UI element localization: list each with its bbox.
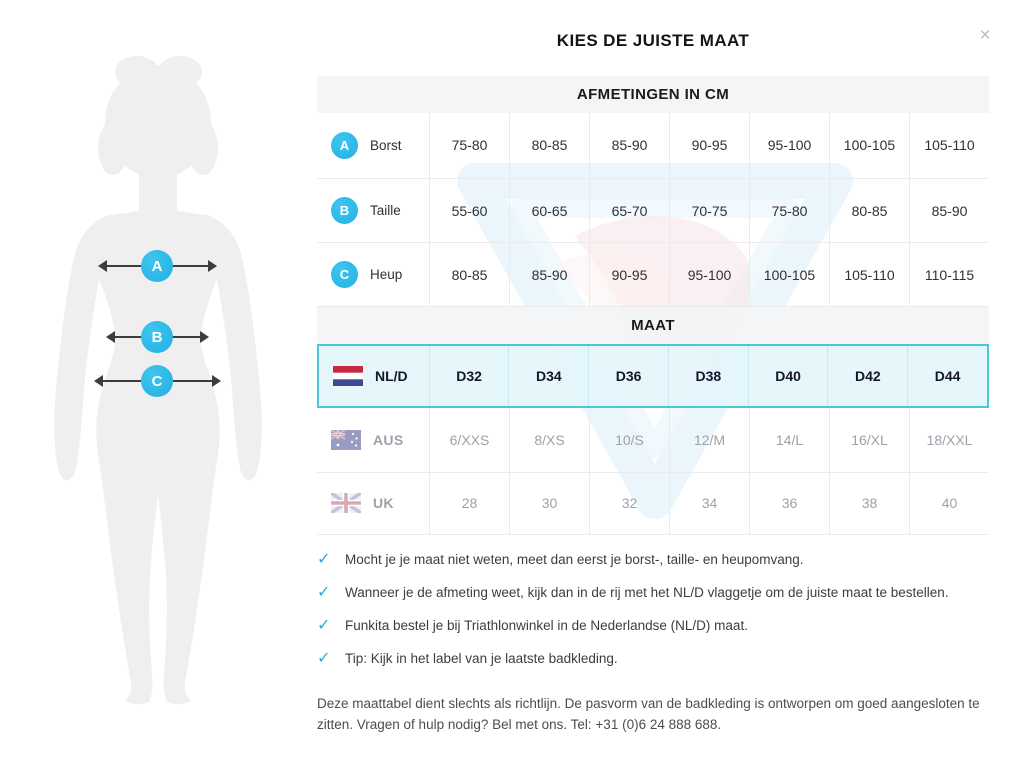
cell: 16/XL: [829, 408, 909, 472]
cell: 70-75: [669, 178, 749, 243]
cell: 18/XXL: [909, 408, 989, 472]
cell: 10/S: [589, 408, 669, 472]
table-row-aus: AUS 6/XXS 8/XS 10/S 12/M 14/L 16/XL 18/X…: [317, 408, 989, 472]
cell: D32: [428, 346, 509, 406]
cell: D40: [747, 346, 828, 406]
cell: 105-110: [829, 243, 909, 307]
row-label: UK: [373, 495, 394, 512]
note-text: Tip: Kijk in het label van je laatste ba…: [345, 650, 618, 666]
table-row-borst: A Borst 75-80 80-85 85-90 90-95 95-100 1…: [317, 113, 989, 178]
size-header: MAAT: [317, 307, 989, 344]
marker-c-badge: C: [141, 365, 173, 397]
check-icon: ✓: [317, 584, 331, 601]
marker-a-badge: A: [141, 250, 173, 282]
aus-flag-icon: [331, 429, 361, 450]
close-icon[interactable]: ×: [979, 25, 991, 46]
uk-flag-icon: [331, 493, 361, 514]
row-label: Heup: [370, 267, 403, 283]
list-item: ✓ Mocht je je maat niet weten, meet dan …: [317, 549, 1007, 569]
cell: 75-80: [749, 178, 829, 243]
table-row-nld-highlighted: NL/D D32 D34 D36 D38 D40 D42 D44: [317, 344, 989, 408]
check-icon: ✓: [317, 650, 331, 667]
cell: 40: [909, 472, 989, 534]
list-item: ✓ Funkita bestel je bij Triathlonwinkel …: [317, 615, 1007, 635]
table-row-taille: B Taille 55-60 60-65 65-70 70-75 75-80 8…: [317, 177, 989, 243]
cell: 65-70: [589, 178, 669, 243]
cell: 60-65: [509, 178, 589, 243]
notes-list: ✓ Mocht je je maat niet weten, meet dan …: [317, 549, 1007, 681]
hip-measure-arrow: C: [94, 365, 221, 397]
cell: 100-105: [749, 243, 829, 307]
cell: 95-100: [669, 243, 749, 307]
note-text: Mocht je je maat niet weten, meet dan ee…: [345, 551, 804, 567]
cell: D38: [667, 346, 748, 406]
cell: 85-90: [589, 113, 669, 178]
cell: 85-90: [909, 178, 989, 243]
list-item: ✓ Tip: Kijk in het label van je laatste …: [317, 648, 1007, 668]
size-table: AUS 6/XXS 8/XS 10/S 12/M 14/L 16/XL 18/X…: [317, 408, 989, 535]
row-label: NL/D: [375, 368, 408, 384]
cell: 38: [829, 472, 909, 534]
cell: 32: [589, 472, 669, 534]
list-item: ✓ Wanneer je de afmeting weet, kijk dan …: [317, 582, 1007, 602]
cell: 75-80: [429, 113, 509, 178]
table-row-heup: C Heup 80-85 85-90 90-95 95-100 100-105 …: [317, 242, 989, 308]
row-label: Taille: [370, 203, 401, 219]
measurements-header: AFMETINGEN IN CM: [317, 76, 989, 113]
cell: D42: [827, 346, 907, 406]
row-label: AUS: [373, 431, 404, 448]
cell: D34: [508, 346, 588, 406]
cell: 100-105: [829, 113, 909, 178]
row-badge-c: C: [331, 261, 358, 289]
cell: 90-95: [669, 113, 749, 178]
row-badge-a: A: [331, 131, 358, 159]
cell: 90-95: [589, 243, 669, 307]
cell: 110-115: [909, 243, 989, 307]
female-silhouette: [54, 56, 262, 705]
check-icon: ✓: [317, 617, 331, 634]
cell: 80-85: [429, 243, 509, 307]
cell: 80-85: [829, 178, 909, 243]
cell: 85-90: [509, 243, 589, 307]
cell: D44: [907, 346, 987, 406]
cell: 95-100: [749, 113, 829, 178]
check-icon: ✓: [317, 551, 331, 568]
cell: 80-85: [509, 113, 589, 178]
row-label: Borst: [370, 137, 402, 153]
marker-b-badge: B: [141, 321, 173, 353]
waist-measure-arrow: B: [106, 321, 209, 353]
nl-flag-icon: [333, 366, 363, 386]
cell: 36: [749, 472, 829, 534]
cell: D36: [588, 346, 668, 406]
disclaimer-text: Deze maattabel dient slechts als richtli…: [317, 696, 980, 732]
cell: 30: [509, 472, 589, 534]
cell: 55-60: [429, 178, 509, 243]
row-badge-b: B: [331, 197, 358, 225]
measurements-table: A Borst 75-80 80-85 85-90 90-95 95-100 1…: [317, 113, 989, 308]
cell: 6/XXS: [429, 408, 509, 472]
note-text: Funkita bestel je bij Triathlonwinkel in…: [345, 617, 748, 633]
page-title: KIES DE JUISTE MAAT: [556, 31, 750, 50]
note-text: Wanneer je de afmeting weet, kijk dan in…: [345, 584, 949, 600]
cell: 28: [429, 472, 509, 534]
cell: 12/M: [669, 408, 749, 472]
body-measurement-figure: A B C: [0, 0, 320, 761]
chest-measure-arrow: A: [98, 250, 217, 282]
cell: 14/L: [749, 408, 829, 472]
cell: 105-110: [909, 113, 989, 178]
cell: 8/XS: [509, 408, 589, 472]
table-row-uk: UK 28 30 32 34 36 38 40: [317, 471, 989, 535]
cell: 34: [669, 472, 749, 534]
